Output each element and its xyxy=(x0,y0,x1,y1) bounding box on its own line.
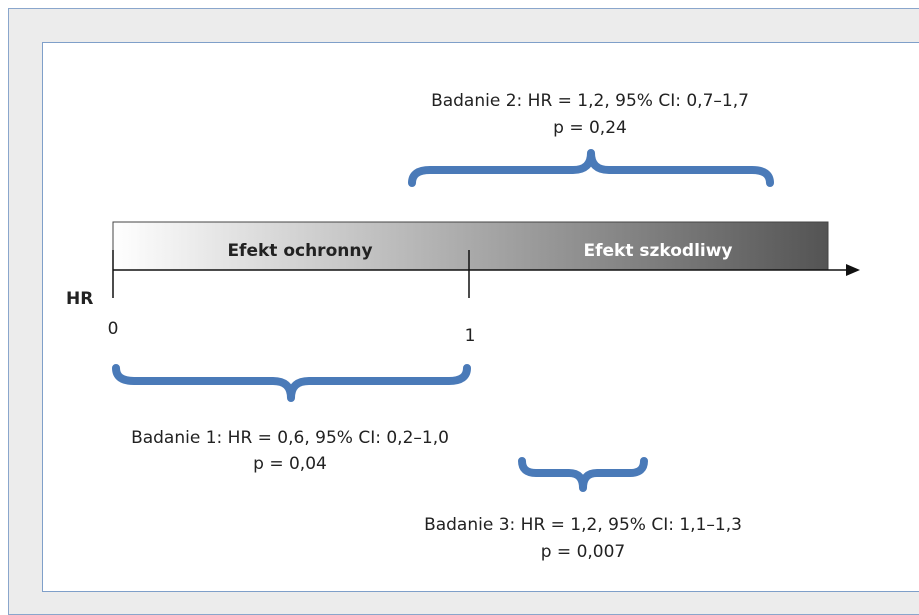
bar-label: Efekt szkodliwy xyxy=(583,241,732,261)
study-text: Badanie 1: HR = 0,6, 95% CI: 0,2–1,0 xyxy=(131,428,449,448)
study-text: Badanie 2: HR = 1,2, 95% CI: 0,7–1,7 xyxy=(431,91,749,111)
axis-label: HR xyxy=(66,289,93,309)
axis-arrow xyxy=(846,264,860,276)
tick-label: 1 xyxy=(465,326,476,346)
brace xyxy=(518,457,648,492)
brace xyxy=(408,149,774,187)
study-text: Badanie 3: HR = 1,2, 95% CI: 1,1–1,3 xyxy=(424,515,742,535)
study-text: p = 0,24 xyxy=(553,118,627,138)
study-text: p = 0,04 xyxy=(253,454,327,474)
tick-label: 0 xyxy=(108,319,119,339)
inner-frame xyxy=(42,42,919,592)
brace xyxy=(112,364,471,402)
effect-bar xyxy=(112,221,829,271)
bar-label: Efekt ochronny xyxy=(227,241,372,261)
study-text: p = 0,007 xyxy=(541,542,626,562)
